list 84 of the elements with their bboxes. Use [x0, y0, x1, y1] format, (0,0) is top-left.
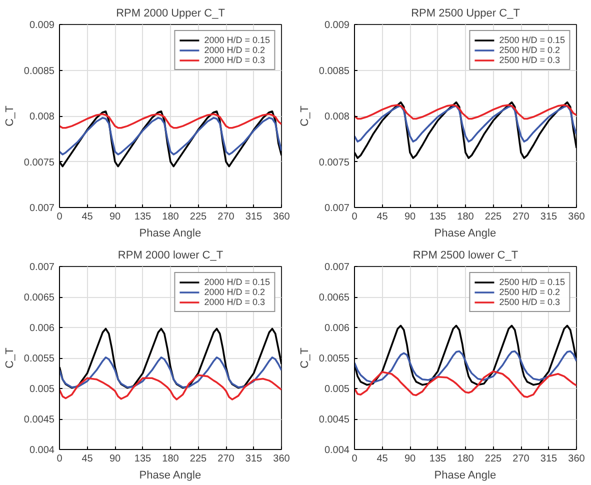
chart-title: RPM 2500 lower C_T	[412, 250, 518, 262]
x-tick-label: 45	[376, 212, 388, 222]
x-tick-label: 360	[273, 212, 290, 222]
y-tick-label: 0.0065	[318, 292, 350, 304]
y-tick-label: 0.0045	[318, 414, 350, 426]
x-tick-label: 0	[352, 212, 358, 222]
legend-label: 2000 H/D = 0.3	[204, 297, 265, 307]
legend-label: 2500 H/D = 0.2	[499, 287, 560, 297]
x-tick-label: 225	[190, 454, 208, 464]
x-axis-title: Phase Angle	[434, 470, 496, 482]
legend-label: 2000 H/D = 0.15	[204, 35, 270, 45]
x-tick-label: 180	[457, 212, 474, 222]
legend-label: 2500 H/D = 0.3	[499, 297, 560, 307]
legend-label: 2500 H/D = 0.15	[499, 35, 565, 45]
legend-label: 2500 H/D = 0.2	[499, 45, 560, 55]
x-tick-label: 360	[568, 454, 586, 464]
y-tick-label: 0.008	[29, 112, 55, 122]
chart-title: RPM 2500 Upper C_T	[411, 8, 520, 20]
y-tick-label: 0.009	[29, 20, 55, 31]
legend-label: 2000 H/D = 0.3	[204, 55, 265, 65]
legend-label: 2000 H/D = 0.2	[204, 287, 265, 297]
x-tick-label: 315	[540, 212, 558, 222]
x-tick-label: 315	[540, 454, 558, 464]
x-tick-label: 45	[82, 212, 94, 222]
x-tick-label: 180	[162, 454, 180, 464]
y-tick-label: 0.0085	[24, 66, 55, 77]
y-tick-label: 0.0075	[24, 157, 55, 168]
y-axis-title: C_T	[298, 347, 311, 368]
x-tick-label: 180	[162, 212, 180, 222]
x-tick-label: 315	[245, 454, 263, 464]
y-tick-label: 0.006	[324, 323, 350, 334]
y-axis-title: C_T	[4, 347, 16, 368]
x-axis-title: Phase Angle	[139, 470, 202, 482]
y-tick-label: 0.006	[29, 323, 55, 334]
x-tick-label: 360	[568, 212, 586, 222]
y-tick-label: 0.005	[29, 384, 55, 395]
x-tick-label: 225	[190, 212, 208, 222]
x-tick-label: 45	[82, 454, 94, 464]
x-tick-label: 90	[404, 454, 416, 464]
x-tick-label: 225	[484, 454, 502, 464]
x-axis-title: Phase Angle	[434, 228, 496, 240]
y-tick-label: 0.0085	[318, 66, 350, 77]
x-tick-label: 270	[218, 212, 235, 222]
x-tick-label: 135	[429, 212, 447, 222]
x-tick-label: 0	[56, 454, 63, 464]
x-tick-label: 135	[134, 212, 152, 222]
y-tick-label: 0.007	[29, 262, 55, 273]
y-tick-label: 0.0045	[24, 414, 55, 426]
chart-title: RPM 2000 lower C_T	[118, 250, 224, 262]
y-axis-title: C_T	[298, 105, 311, 126]
y-tick-label: 0.004	[29, 445, 55, 456]
x-tick-label: 90	[109, 454, 121, 464]
y-tick-label: 0.0055	[318, 354, 350, 364]
y-tick-label: 0.007	[324, 203, 350, 214]
legend-label: 2500 H/D = 0.3	[499, 55, 560, 65]
chart-title: RPM 2000 Upper C_T	[116, 8, 226, 20]
x-tick-label: 225	[484, 212, 502, 222]
x-tick-label: 0	[56, 212, 63, 222]
x-tick-label: 180	[457, 454, 474, 464]
x-tick-label: 0	[352, 454, 358, 464]
y-tick-label: 0.004	[324, 445, 350, 456]
y-tick-label: 0.009	[324, 20, 350, 31]
x-tick-label: 360	[273, 454, 290, 464]
y-tick-label: 0.008	[324, 112, 350, 122]
x-axis-title: Phase Angle	[139, 228, 202, 240]
x-tick-label: 135	[134, 454, 152, 464]
y-tick-label: 0.007	[29, 203, 55, 214]
x-tick-label: 270	[218, 454, 235, 464]
y-tick-label: 0.005	[324, 384, 350, 395]
legend-label: 2000 H/D = 0.15	[204, 277, 270, 287]
x-tick-label: 45	[376, 454, 388, 464]
y-tick-label: 0.0075	[318, 157, 350, 168]
legend-label: 2000 H/D = 0.2	[204, 45, 265, 55]
x-tick-label: 315	[245, 212, 263, 222]
y-tick-label: 0.0055	[24, 354, 55, 364]
y-axis-title: C_T	[4, 105, 16, 126]
x-tick-label: 270	[512, 212, 530, 222]
x-tick-label: 135	[429, 454, 447, 464]
x-tick-label: 90	[404, 212, 416, 222]
legend-label: 2500 H/D = 0.15	[499, 277, 565, 287]
y-tick-label: 0.007	[324, 262, 350, 273]
x-tick-label: 270	[512, 454, 530, 464]
y-tick-label: 0.0065	[24, 292, 55, 304]
x-tick-label: 90	[109, 212, 121, 222]
